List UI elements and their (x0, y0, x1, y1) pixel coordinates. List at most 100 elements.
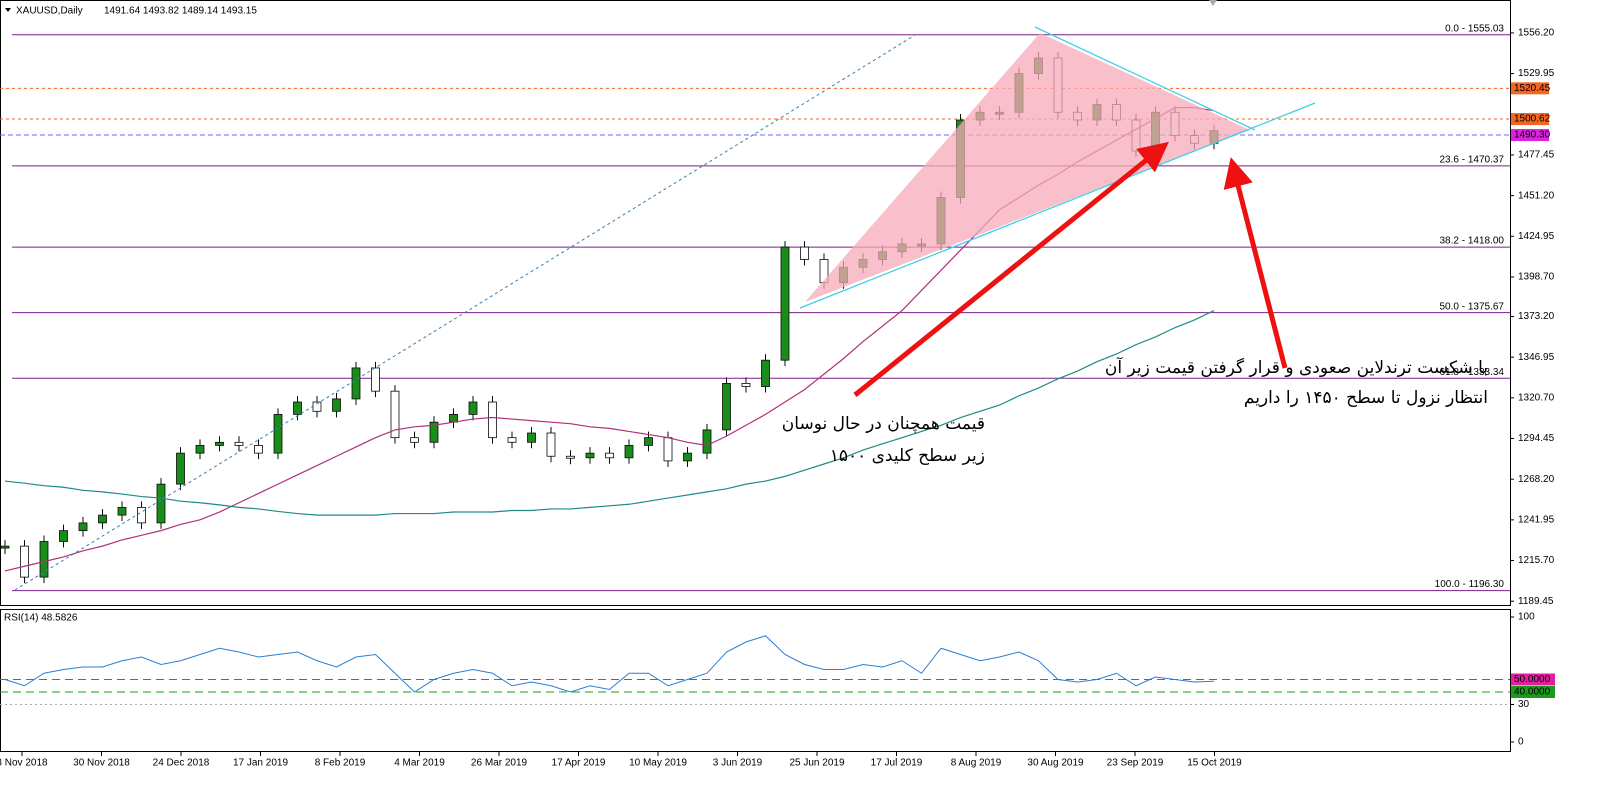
rsi-tick-label: 100 (1518, 612, 1535, 623)
candle (0, 545, 10, 549)
candle (78, 522, 88, 532)
candle (410, 437, 419, 443)
candle (273, 414, 283, 454)
rsi-level-label: 40.0000 (1514, 687, 1551, 698)
x-tick-label: 4 Mar 2019 (394, 758, 445, 769)
candle (780, 246, 790, 361)
candle (215, 441, 224, 446)
y-tick-label: 1241.95 (1518, 514, 1555, 525)
x-tick-label: 25 Jun 2019 (789, 758, 844, 769)
candle (605, 452, 614, 459)
y-tick-label: 1451.20 (1518, 190, 1555, 201)
annotation: انتظار نزول تا سطح ۱۴۵۰ را داریم (1244, 388, 1488, 408)
price-tag (1511, 82, 1549, 95)
candle (761, 359, 770, 387)
candle (507, 437, 517, 443)
x-tick-label: 3 Jun 2019 (713, 758, 763, 769)
candle (371, 367, 380, 392)
candle (156, 483, 166, 524)
candle (39, 541, 49, 578)
price-tag-label: 1490.30 (1514, 130, 1551, 141)
price-tag (1511, 129, 1549, 142)
candle (137, 506, 146, 524)
rsi-tick-label: 0 (1518, 737, 1524, 748)
candle (800, 246, 809, 260)
candle (429, 421, 439, 443)
falling-trendline (1034, 26, 1256, 131)
rsi-level-tag (1511, 673, 1555, 686)
y-tick-label: 1477.45 (1518, 150, 1555, 161)
annotation: زیر سطح کلیدی ۱۵۰۰ (830, 446, 985, 466)
fib-label: 23.6 - 1470.37 (1440, 155, 1505, 166)
price-tag-label: 1520.45 (1514, 83, 1551, 94)
chart-title: XAUUSD,Daily (16, 6, 83, 17)
fib-label: 50.0 - 1375.67 (1440, 301, 1505, 312)
y-tick-label: 1294.45 (1518, 433, 1555, 444)
rising-trendline (799, 102, 1316, 309)
triangle-pattern (805, 33, 1250, 302)
candle (195, 445, 205, 454)
candle (722, 383, 731, 431)
x-tick-label: 15 Oct 2019 (1187, 758, 1242, 769)
candle (176, 452, 185, 485)
arrow (1223, 157, 1288, 369)
x-tick-label: 10 May 2019 (629, 758, 687, 769)
candle (117, 506, 127, 516)
candle (468, 401, 478, 415)
rsi-tick-label: 30 (1518, 699, 1530, 710)
y-tick-label: 1424.95 (1518, 231, 1555, 242)
annotation: با شکست ترندلاین صعودی و قرار گرفتن قیمت… (1105, 356, 1488, 378)
y-tick-label: 1373.20 (1518, 311, 1555, 322)
ohlc-header: 1491.64 1493.82 1489.14 1493.15 (104, 6, 257, 17)
y-tick-label: 1268.20 (1518, 474, 1555, 485)
candle (20, 545, 29, 578)
y-tick-label: 1320.70 (1518, 392, 1555, 403)
scroll-marker (1209, 0, 1217, 6)
moving-average (4, 310, 1215, 516)
price-tag (1511, 113, 1549, 126)
rsi-level-label: 50.0000 (1514, 674, 1551, 685)
x-tick-label: 30 Nov 2018 (73, 758, 130, 769)
candle (683, 452, 692, 462)
candle (546, 432, 556, 457)
rsi-line (4, 635, 1215, 693)
candle (234, 441, 244, 446)
x-tick-label: 8 Feb 2019 (315, 758, 366, 769)
price-tag-label: 1500.62 (1514, 114, 1551, 125)
candle (254, 445, 263, 454)
annotation: قیمت همچنان در حال نوسان (782, 414, 985, 434)
rsi-title: RSI(14) 48.5826 (4, 613, 78, 624)
arrow (853, 141, 1169, 397)
candle (332, 398, 341, 412)
x-tick-label: 23 Sep 2019 (1107, 758, 1164, 769)
candle (488, 401, 497, 439)
candle (293, 401, 302, 415)
rsi-panel (0, 609, 1511, 752)
candle (644, 437, 653, 446)
y-tick-label: 1346.95 (1518, 352, 1555, 363)
y-tick-label: 1189.45 (1518, 596, 1554, 607)
x-tick-label: 8 Aug 2019 (951, 758, 1002, 769)
candle (98, 514, 107, 524)
x-tick-label: 30 Aug 2019 (1027, 758, 1084, 769)
x-tick-label: 17 Jan 2019 (233, 758, 288, 769)
y-tick-label: 1398.70 (1518, 272, 1555, 283)
candle (449, 414, 458, 423)
candle (566, 455, 575, 459)
candle (351, 367, 361, 400)
candle (663, 437, 673, 462)
rsi-level-tag (1511, 686, 1555, 698)
candle (624, 445, 634, 459)
dashed-trendline (14, 34, 916, 591)
x-tick-label: 24 Dec 2018 (153, 758, 210, 769)
x-tick-label: 17 Jul 2019 (871, 758, 923, 769)
main-panel (0, 0, 1511, 606)
candle (527, 432, 536, 443)
candle (585, 452, 595, 459)
candle (390, 390, 400, 439)
x-tick-label: 26 Mar 2019 (471, 758, 528, 769)
candle (741, 383, 751, 387)
y-tick-label: 1556.20 (1518, 28, 1555, 39)
